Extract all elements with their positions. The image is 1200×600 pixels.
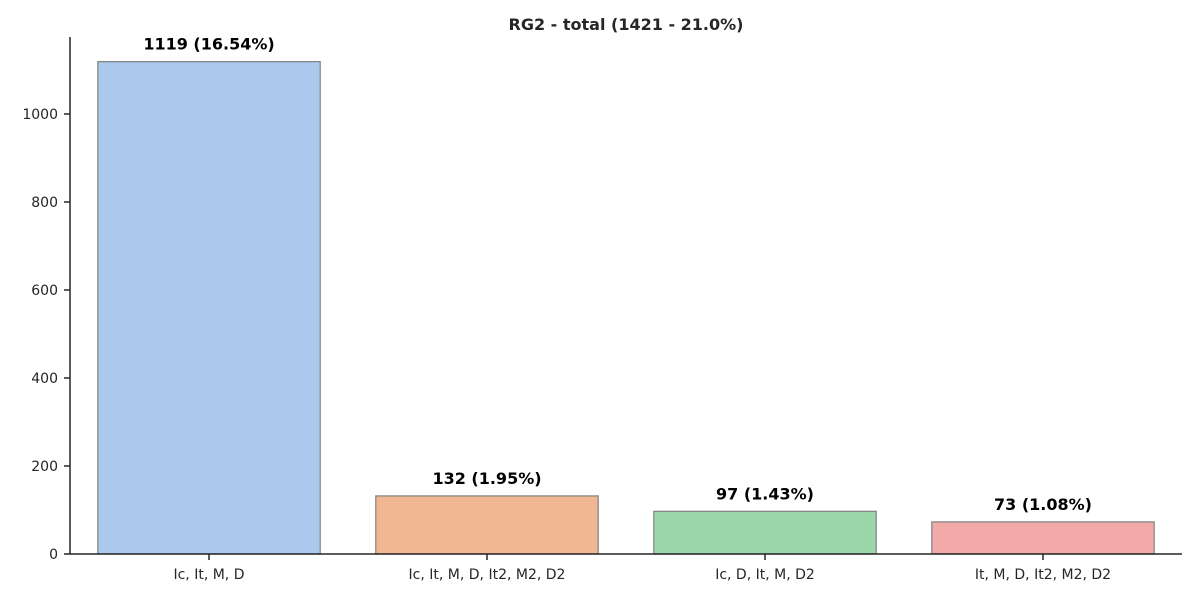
x-tick-label-2: Ic, D, It, M, D2 <box>715 567 815 583</box>
bar-2 <box>653 510 877 555</box>
data-label-0: 1119 (16.54%) <box>143 35 274 54</box>
x-tick-label-0: Ic, It, M, D <box>173 567 244 583</box>
data-labels-group: 1119 (16.54%) 132 (1.95%) 97 (1.43%) 73 (1.… <box>143 35 1092 514</box>
bar-3 <box>931 521 1155 555</box>
x-tick-label-3: It, M, D, It2, M2, D2 <box>975 567 1111 583</box>
y-tick-label-4: 800 <box>31 195 58 211</box>
y-tick-label-1: 200 <box>31 459 58 475</box>
y-axis: 0 200 400 600 800 1000 <box>22 37 71 563</box>
x-axis: Ic, It, M, D Ic, It, M, D, It2, M2, D2 Ic,… <box>70 553 1182 583</box>
bar-1 <box>375 495 599 555</box>
y-tick-label-3: 600 <box>31 283 58 299</box>
data-label-1: 132 (1.95%) <box>432 469 541 488</box>
data-label-2: 97 (1.43%) <box>716 484 814 503</box>
bars-group <box>97 61 1155 555</box>
data-label-3: 73 (1.08%) <box>994 495 1092 514</box>
chart-title: RG2 - total (1421 - 21.0%) <box>509 15 744 34</box>
bar-0 <box>97 61 321 555</box>
y-tick-label-5: 1000 <box>22 107 58 123</box>
x-tick-label-1: Ic, It, M, D, It2, M2, D2 <box>409 567 566 583</box>
y-tick-label-2: 400 <box>31 371 58 387</box>
y-tick-label-0: 0 <box>49 547 58 563</box>
